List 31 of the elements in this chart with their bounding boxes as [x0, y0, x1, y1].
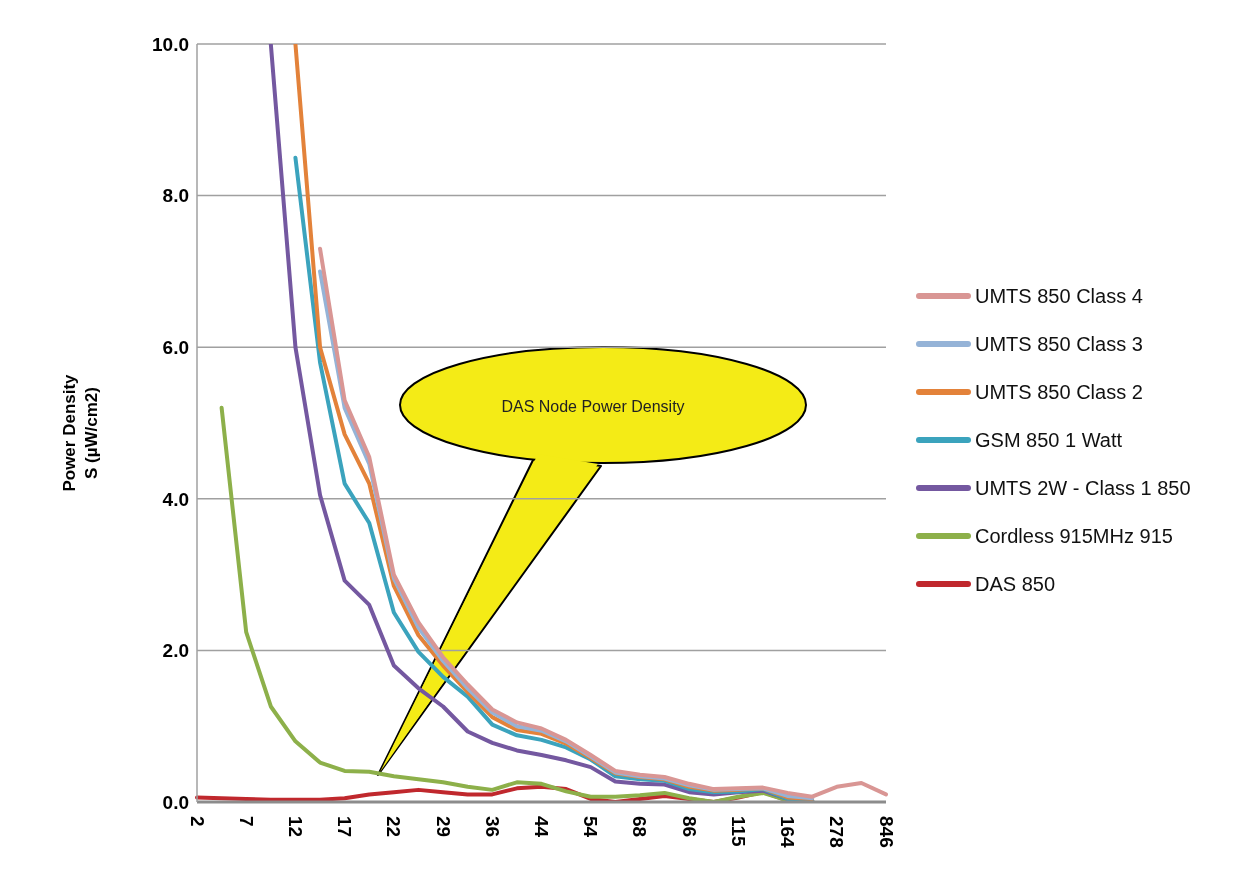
y-tick-label: 10.0 [152, 33, 189, 55]
x-tick-label: 68 [629, 816, 651, 838]
x-tick-label: 86 [678, 816, 700, 838]
x-tick-label: 846 [875, 816, 897, 848]
y-tick-label: 8.0 [162, 185, 189, 207]
y-tick-label: 0.0 [162, 791, 189, 813]
x-tick-label: 17 [334, 816, 356, 838]
legend-label: UMTS 850 Class 4 [975, 284, 1143, 308]
x-tick-label: 2 [186, 816, 208, 827]
legend-label: UMTS 2W - Class 1 850 [975, 476, 1191, 500]
x-tick-label: 115 [727, 816, 749, 848]
x-tick-label: 54 [580, 816, 602, 838]
line-series [318, 246, 888, 799]
legend-label: UMTS 850 Class 3 [975, 332, 1143, 356]
legend-label: DAS 850 [975, 572, 1056, 596]
x-tick-label: 12 [284, 816, 306, 838]
y-tick-label: 4.0 [162, 488, 189, 510]
x-tick-label: 44 [531, 816, 552, 838]
x-tick-label: 278 [826, 816, 848, 848]
legend-label: Cordless 915MHz 915 [975, 524, 1173, 548]
x-tick-label: 164 [777, 816, 799, 849]
y-axis-title: Power Density S (µW/cm2) [60, 373, 101, 492]
x-tick-label: 36 [481, 816, 503, 838]
x-tick-label: 22 [383, 816, 405, 838]
y-tick-label: 2.0 [162, 640, 189, 662]
x-tick-label: 29 [432, 816, 454, 838]
legend-label: UMTS 850 Class 2 [975, 380, 1143, 404]
annotation: DAS Node Power Density [501, 398, 685, 415]
x-tick-label: 7 [235, 816, 257, 827]
y-tick-label: 6.0 [162, 336, 189, 358]
legend-label: GSM 850 1 Watt [975, 428, 1123, 452]
